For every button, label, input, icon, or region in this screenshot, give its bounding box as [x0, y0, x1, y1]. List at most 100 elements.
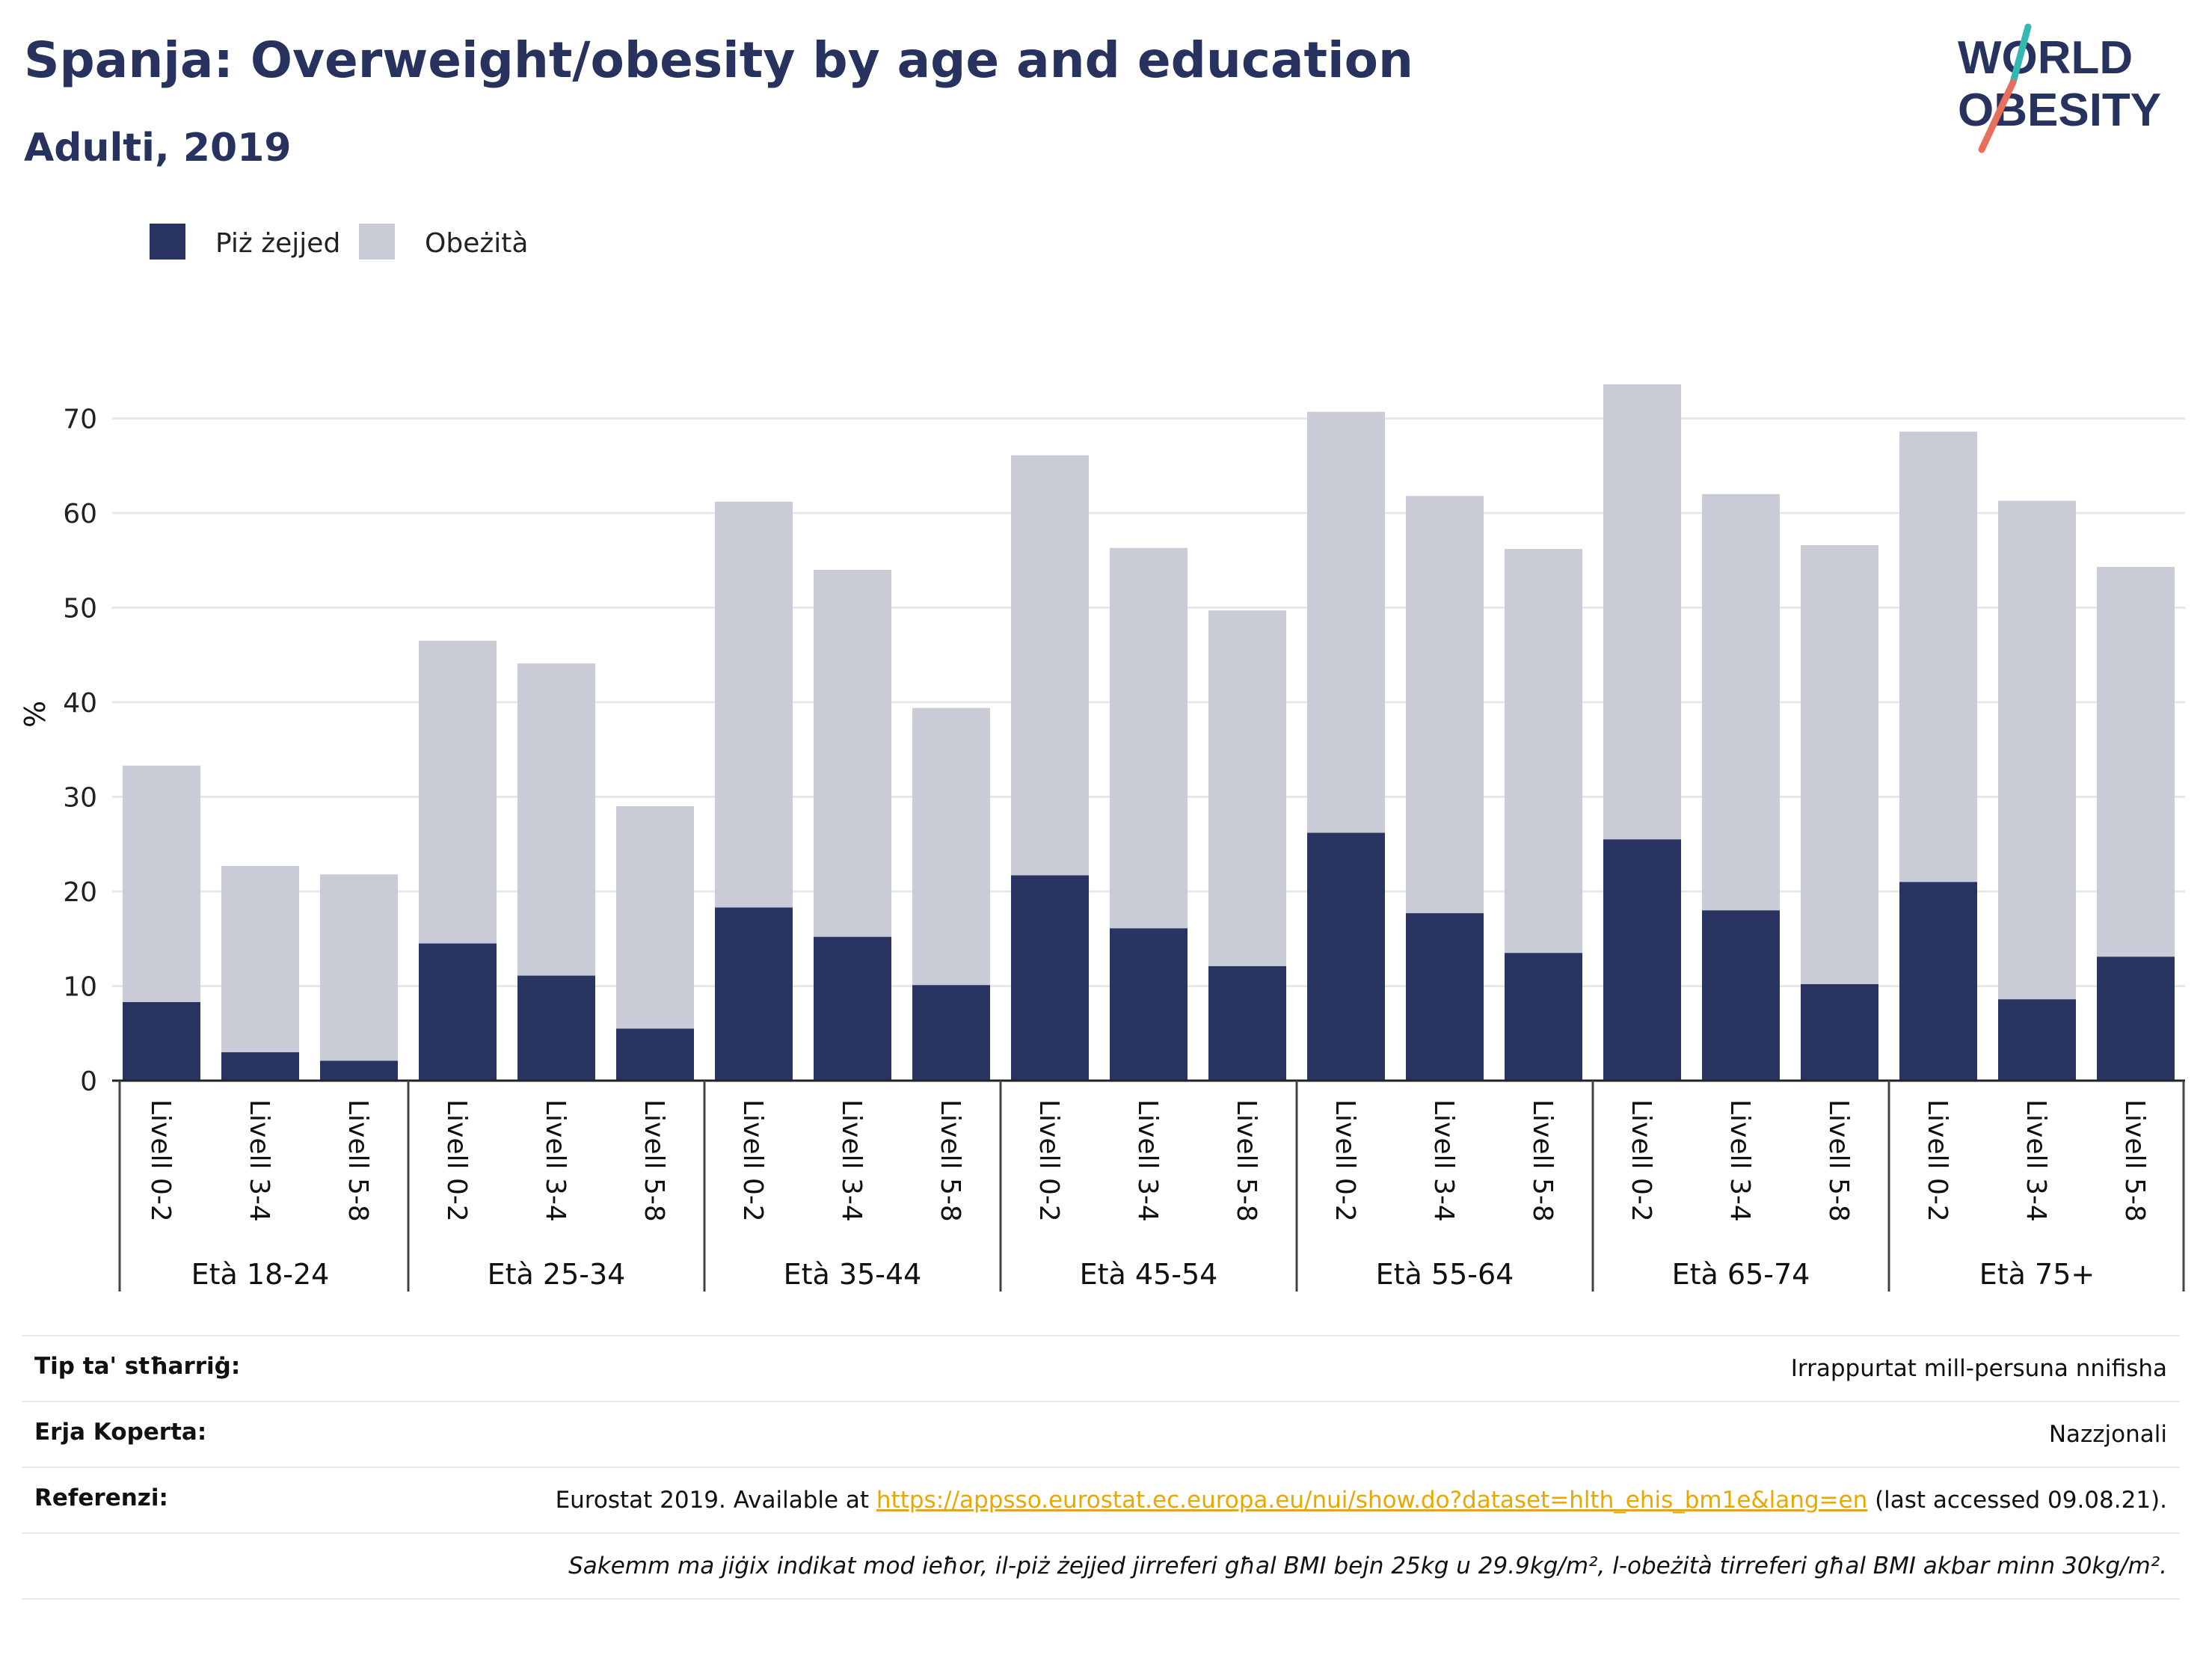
bar-obesity	[517, 975, 595, 1081]
bmi-note: Sakemm ma jiġix indikat mod ieħor, il-pi…	[568, 1553, 2167, 1579]
bar-overweight	[1505, 549, 1582, 954]
x-tick-label: Livell 0-2	[1922, 1099, 1953, 1222]
bar-obesity	[2097, 957, 2175, 1081]
x-tick-label: Livell 3-4	[836, 1099, 867, 1222]
bar-obesity	[1110, 928, 1188, 1081]
x-tick-label: Livell 5-8	[935, 1099, 965, 1222]
bar-overweight	[912, 707, 990, 986]
x-tick-label: Livell 3-4	[2021, 1099, 2051, 1222]
group-label: Età 25-34	[488, 1258, 626, 1291]
bar-overweight	[1406, 496, 1484, 914]
bar-obesity	[715, 907, 793, 1081]
y-tick-label-60: 60	[63, 499, 97, 529]
bar-overweight	[1110, 547, 1188, 929]
x-tick-label: Livell 0-2	[1033, 1099, 1064, 1222]
bar-overweight	[1998, 500, 2076, 1000]
info-row-survey-type: Tip ta' stħarriġ: Irrappurtat mill-persu…	[22, 1336, 2179, 1401]
bar-overweight	[616, 806, 694, 1029]
bar-obesity	[1011, 875, 1089, 1081]
bar-obesity	[1208, 965, 1286, 1081]
reference-prefix: Eurostat 2019. Available at	[555, 1487, 876, 1514]
y-tick-label-50: 50	[63, 594, 97, 624]
bar-obesity	[123, 1002, 200, 1081]
reference-link[interactable]: https://appsso.eurostat.ec.europa.eu/nui…	[876, 1487, 1868, 1514]
y-axis-label: %	[19, 701, 52, 728]
x-tick-label: Livell 3-4	[244, 1099, 274, 1222]
legend: Piż żejjed Obeżità	[150, 224, 528, 260]
bar-overweight	[1011, 455, 1089, 876]
y-tick-label-70: 70	[63, 405, 97, 435]
x-tick-label: Livell 5-8	[1823, 1099, 1854, 1222]
logo-word-world: WORLD	[1958, 32, 2133, 84]
bar-obesity	[616, 1028, 694, 1081]
x-tick-label: Livell 3-4	[1724, 1099, 1755, 1222]
info-row-reference: Referenzi: Eurostat 2019. Available at h…	[22, 1467, 2179, 1533]
y-tick-label-20: 20	[63, 877, 97, 908]
y-tick-label-10: 10	[63, 972, 97, 1003]
bar-overweight	[320, 874, 398, 1061]
y-tick-label-0: 0	[80, 1066, 97, 1097]
y-tick-label-30: 30	[63, 783, 97, 814]
x-tick-label: Livell 0-2	[145, 1099, 176, 1222]
bar-overweight	[221, 865, 299, 1053]
info-row-note: Sakemm ma jiġix indikat mod ieħor, il-pi…	[22, 1533, 2179, 1599]
info-label-survey-type: Tip ta' stħarriġ:	[34, 1353, 241, 1380]
info-label-reference: Referenzi:	[34, 1484, 168, 1511]
bar-overweight	[814, 569, 891, 937]
x-tick-label: Livell 3-4	[1428, 1099, 1459, 1222]
x-tick-label: Livell 0-2	[441, 1099, 472, 1222]
bar-obesity	[221, 1052, 299, 1081]
bar-overweight	[1899, 432, 1977, 882]
info-table: Tip ta' stħarriġ: Irrappurtat mill-persu…	[22, 1335, 2179, 1600]
bars	[123, 384, 2175, 1081]
bar-obesity	[814, 936, 891, 1081]
group-label: Età 65-74	[1672, 1258, 1810, 1291]
legend-swatch-obesity	[150, 224, 185, 260]
y-axis: 0 10 20 30 40 50 60 70	[63, 405, 97, 1098]
info-value-survey-type: Irrappurtat mill-persuna nnifisha	[1790, 1355, 2167, 1382]
y-tick-label-40: 40	[63, 688, 97, 719]
x-tick-label: Livell 0-2	[737, 1099, 768, 1222]
group-label: Età 55-64	[1376, 1258, 1514, 1291]
bar-obesity	[1899, 882, 1977, 1081]
info-value-reference: Eurostat 2019. Available at https://apps…	[360, 1467, 2179, 1533]
bar-overweight	[517, 663, 595, 976]
info-label-area: Erja Koperta:	[34, 1419, 207, 1446]
bar-obesity	[419, 943, 497, 1081]
x-axis: Livell 0-2 Livell 3-4 Livell 5-8 Livell 0-2…	[112, 1079, 2185, 1292]
x-tick-label: Livell 5-8	[342, 1099, 373, 1222]
group-label: Età 75+	[1979, 1258, 2095, 1291]
bar-obesity	[1603, 839, 1681, 1081]
x-tick-label: Livell 5-8	[1231, 1099, 1262, 1222]
x-tick-label: Livell 3-4	[540, 1099, 571, 1222]
group-label: Età 18-24	[191, 1258, 330, 1291]
x-tick-label: Livell 5-8	[1527, 1099, 1558, 1222]
bar-obesity	[1307, 832, 1385, 1081]
chart-subtitle: Adulti, 2019	[24, 126, 292, 171]
x-tick-label: Livell 3-4	[1132, 1099, 1163, 1222]
world-obesity-logo: WORLD OBESITY	[1958, 23, 2161, 153]
logo-slash-coral	[1978, 79, 2017, 153]
x-tick-label: Livell 0-2	[1330, 1099, 1360, 1222]
x-tick-label: Livell 5-8	[2119, 1099, 2150, 1222]
bar-obesity	[1702, 910, 1780, 1081]
info-value-area: Nazzjonali	[2048, 1421, 2167, 1448]
bar-obesity	[1998, 999, 2076, 1081]
legend-label-overweight: Obeżità	[425, 228, 528, 259]
bar-overweight	[715, 501, 793, 908]
bar-obesity	[1406, 913, 1484, 1081]
x-tick-label: Livell 0-2	[1626, 1099, 1656, 1222]
legend-label-obesity: Piż żejjed	[215, 228, 340, 259]
bar-overweight	[1307, 411, 1385, 833]
reference-suffix: (last accessed 09.08.21).	[1867, 1487, 2167, 1514]
bar-obesity	[912, 985, 990, 1081]
bar-overweight	[1603, 384, 1681, 840]
logo-slash-teal	[2009, 23, 2032, 86]
bar-overweight	[2097, 567, 2175, 957]
bar-overweight	[419, 640, 497, 944]
chart: Piż żejjed Obeżità 0 10 20 30 40 50 60 70 % Live…	[19, 224, 2185, 1292]
bar-overweight	[123, 765, 200, 1003]
group-label: Età 35-44	[784, 1258, 922, 1291]
bar-overweight	[1208, 610, 1286, 966]
bar-obesity	[320, 1060, 398, 1081]
